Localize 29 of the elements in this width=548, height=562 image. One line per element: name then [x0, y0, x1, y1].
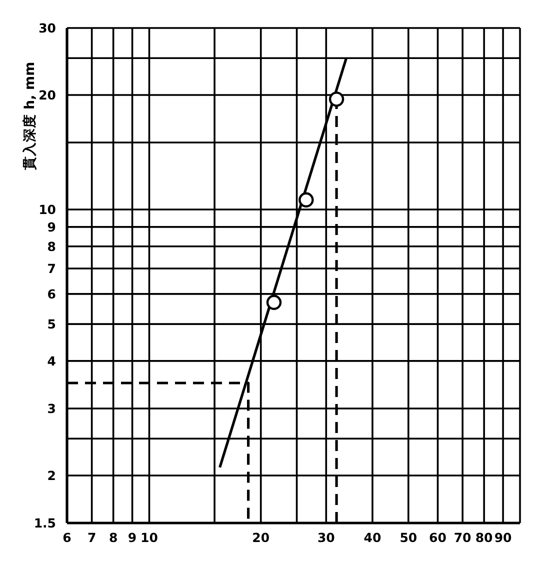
- point: [266, 294, 282, 310]
- point: [298, 192, 314, 208]
- x-tick-label: 40: [364, 530, 382, 545]
- x-tick-label: 8: [108, 530, 118, 545]
- y-tick-label: 2: [47, 468, 56, 483]
- y-axis-title: 貫入深度 h, mm: [21, 62, 38, 172]
- y-tick-label: 5: [47, 316, 56, 332]
- y-tick-label: 10: [38, 202, 56, 217]
- x-tick-label: 90: [494, 530, 512, 545]
- x-tick-label: 7: [87, 530, 96, 545]
- y-tick-label: 4: [47, 353, 56, 368]
- x-tick-label: 10: [140, 530, 158, 545]
- y-tick-label: 1.5: [34, 515, 56, 530]
- x-tick-label: 70: [454, 530, 472, 545]
- y-tick-label: 9: [47, 219, 56, 234]
- y-tick-label: 7: [47, 260, 56, 276]
- x-tick-label: 50: [400, 530, 418, 545]
- x-tick-label: 80: [475, 530, 494, 545]
- point: [328, 92, 344, 107]
- x-tick-label: 60: [429, 530, 447, 545]
- y-tick-label: 30: [38, 20, 56, 36]
- x-tick-label: 6: [62, 530, 72, 545]
- x-tick-label: 9: [128, 530, 137, 545]
- y-tick-label: 6: [47, 286, 56, 302]
- x-tick-label: 20: [252, 530, 270, 545]
- y-tick-label: 3: [47, 400, 56, 416]
- x-tick-label: 30: [317, 530, 336, 545]
- y-tick-label: 20: [38, 87, 56, 102]
- y-tick-label: 8: [47, 238, 56, 254]
